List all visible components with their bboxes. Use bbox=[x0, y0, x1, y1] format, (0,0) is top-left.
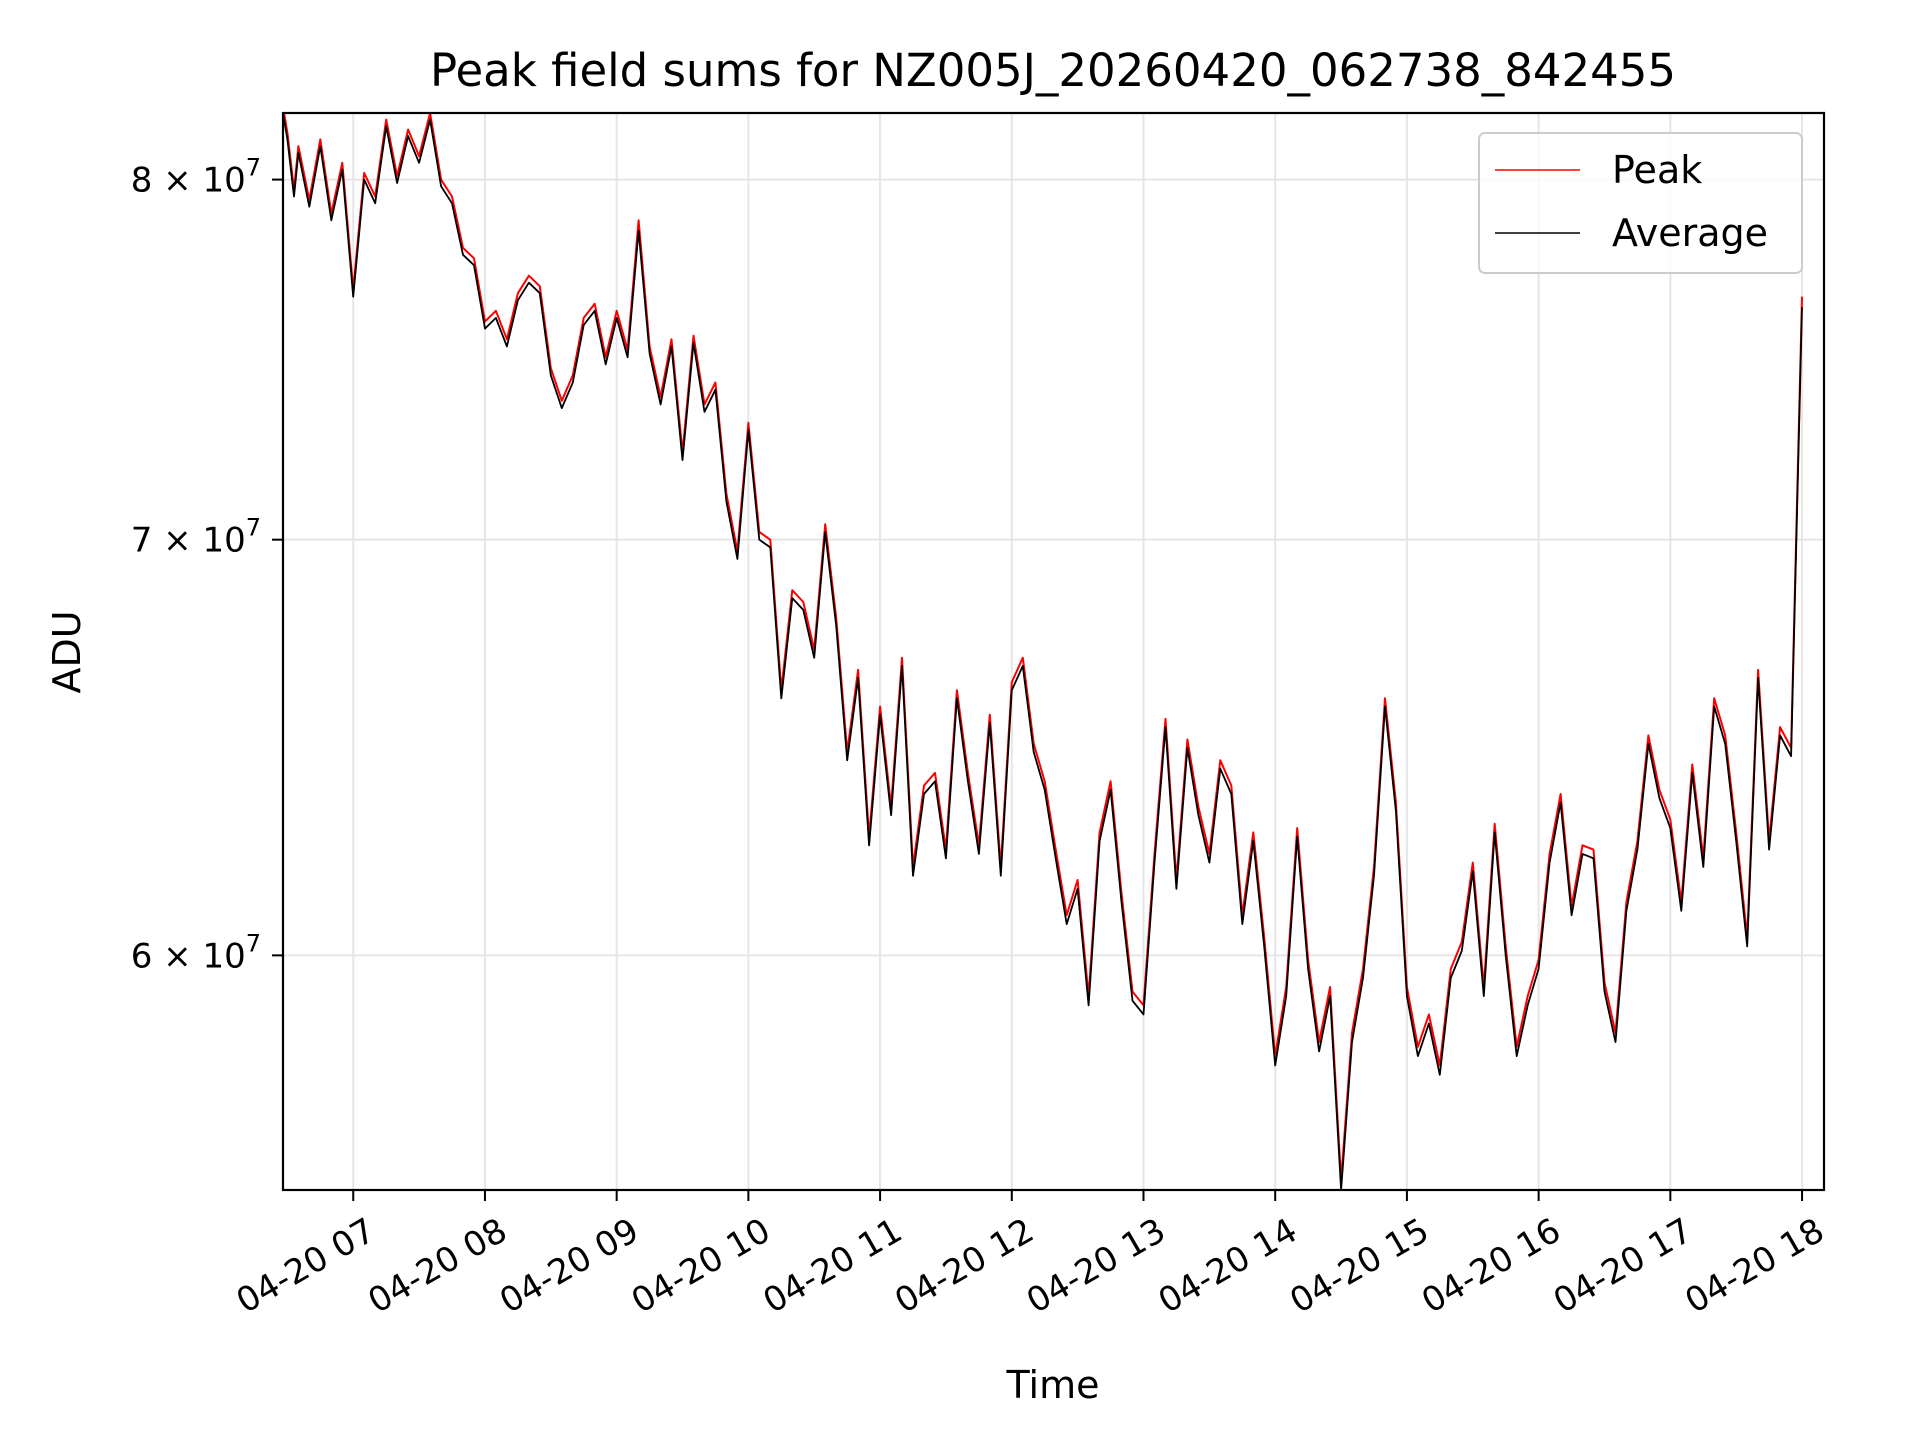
chart-title: Peak field sums for NZ005J_20260420_0627… bbox=[430, 44, 1676, 97]
plot-frame bbox=[281, 111, 1826, 1192]
y-tick-label: 7 × 107 bbox=[131, 514, 261, 561]
series-line-average bbox=[283, 113, 1803, 1190]
legend-box bbox=[1478, 132, 1803, 274]
y-tick-label: 6 × 107 bbox=[131, 929, 261, 976]
legend: Peak Average bbox=[1478, 132, 1803, 274]
y-axis: 6 × 107 7 × 107 8 × 107 bbox=[131, 154, 283, 976]
series-line-peak bbox=[283, 113, 1803, 1182]
x-axis-label: Time bbox=[1006, 1363, 1100, 1407]
series-lines bbox=[283, 113, 1803, 1190]
legend-label-peak: Peak bbox=[1612, 148, 1702, 192]
grid bbox=[283, 113, 1824, 1190]
y-tick-label: 8 × 107 bbox=[131, 154, 261, 201]
legend-label-average: Average bbox=[1612, 211, 1768, 255]
y-axis-label: ADU bbox=[45, 610, 89, 693]
